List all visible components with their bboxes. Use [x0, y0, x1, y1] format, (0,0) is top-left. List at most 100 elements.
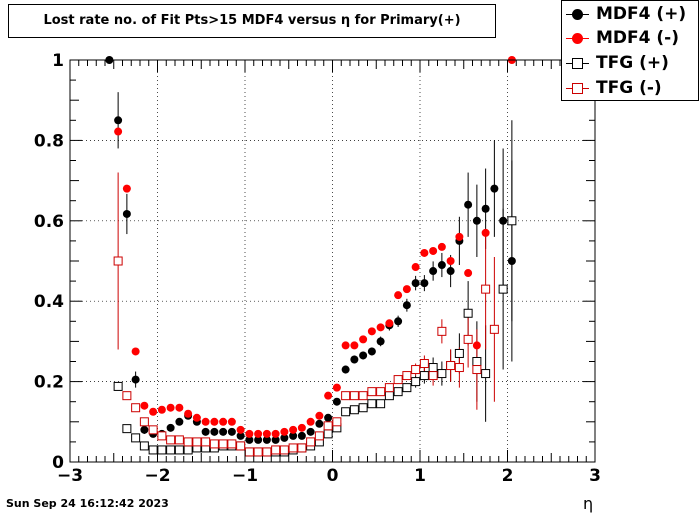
point-tfg [201, 437, 211, 447]
point-tfg [218, 439, 228, 449]
point-mdf4 [490, 184, 499, 193]
point-mdf4 [297, 423, 306, 432]
point-tfg [279, 445, 289, 455]
point-tfg [183, 437, 193, 447]
point-tfg [174, 435, 184, 445]
point-tfg [419, 371, 429, 381]
point-mdf4 [324, 413, 333, 422]
point-mdf4 [420, 248, 429, 257]
legend-item-mdf4-minus: MDF4 (-) [562, 26, 700, 51]
point-tfg [209, 439, 219, 449]
point-mdf4 [157, 405, 166, 414]
point-tfg [454, 348, 464, 358]
x-tick-label: 1 [414, 466, 426, 486]
grid-lines [70, 60, 595, 462]
point-tfg [113, 256, 123, 266]
y-tick-label: 0.4 [34, 292, 64, 312]
point-mdf4 [464, 269, 473, 278]
point-mdf4 [464, 200, 473, 209]
title-box: Lost rate no. of Fit Pts>15 MDF4 versus … [8, 4, 496, 38]
point-tfg [411, 365, 421, 375]
legend-item-tfg-plus: TFG (+) [562, 51, 700, 76]
point-mdf4 [149, 407, 158, 416]
point-mdf4 [245, 429, 254, 438]
legend: MDF4 (+) MDF4 (-) TFG (+) TFG (-) [561, 0, 699, 101]
point-tfg [402, 383, 412, 393]
point-mdf4 [166, 423, 175, 432]
timestamp: Sun Sep 24 16:12:42 2023 [6, 497, 169, 510]
point-tfg [507, 216, 517, 226]
point-tfg [122, 391, 132, 401]
legend-label-tfg-minus: TFG (-) [596, 78, 662, 98]
point-tfg [131, 403, 141, 413]
point-tfg [323, 429, 333, 439]
point-mdf4 [184, 409, 193, 418]
legend-item-mdf4-plus: MDF4 (+) [562, 2, 700, 27]
y-tick-label: 1 [52, 51, 64, 71]
point-mdf4 [315, 411, 324, 420]
y-tick-label: 0.6 [34, 212, 64, 232]
point-mdf4 [437, 261, 446, 270]
point-tfg [358, 391, 368, 401]
point-mdf4 [507, 257, 516, 265]
point-mdf4 [219, 427, 228, 436]
point-tfg [463, 308, 473, 318]
point-tfg [148, 445, 158, 455]
x-axis-label: η [583, 494, 594, 513]
legend-marker-tfg-minus [572, 83, 583, 94]
point-mdf4 [227, 417, 236, 426]
point-tfg [428, 363, 438, 373]
y-tick-label: 0 [52, 453, 64, 473]
point-mdf4 [499, 216, 508, 225]
point-mdf4 [446, 257, 455, 265]
point-mdf4 [254, 435, 263, 444]
point-mdf4 [367, 347, 376, 356]
point-mdf4 [280, 433, 289, 442]
point-tfg [349, 405, 359, 415]
point-tfg [332, 417, 342, 427]
point-tfg [498, 284, 508, 294]
legend-label-tfg-plus: TFG (+) [596, 53, 669, 73]
point-mdf4 [280, 427, 289, 436]
y-tick-label: 0.8 [34, 131, 64, 151]
point-tfg [157, 431, 167, 441]
legend-marker-tfg-plus [572, 58, 583, 69]
point-tfg [481, 284, 491, 294]
point-tfg [166, 445, 176, 455]
point-mdf4 [385, 319, 394, 328]
point-tfg [454, 363, 464, 373]
point-mdf4 [262, 435, 271, 444]
point-mdf4 [114, 116, 123, 125]
point-tfg [402, 371, 412, 381]
point-tfg [244, 447, 254, 457]
point-tfg [411, 377, 421, 387]
point-tfg [174, 445, 184, 455]
point-mdf4 [394, 317, 403, 326]
point-tfg [139, 441, 149, 451]
point-mdf4 [324, 391, 333, 400]
x-tick-label: 2 [502, 466, 514, 486]
point-mdf4 [192, 413, 201, 422]
x-tick-label: −1 [232, 466, 258, 486]
x-tick-label: −3 [57, 466, 83, 486]
point-mdf4 [350, 355, 359, 364]
point-tfg [341, 391, 351, 401]
point-mdf4 [341, 341, 350, 350]
point-mdf4 [236, 431, 245, 440]
x-tick-label: 0 [327, 466, 339, 486]
point-tfg [376, 399, 386, 409]
point-mdf4 [254, 429, 263, 438]
point-tfg [481, 369, 491, 379]
point-tfg [288, 443, 298, 453]
legend-marker-mdf4-minus [572, 33, 583, 44]
point-mdf4 [131, 347, 140, 356]
point-mdf4 [332, 397, 341, 406]
point-mdf4 [210, 427, 219, 436]
y-tick-label: 0.2 [34, 373, 64, 393]
point-mdf4 [219, 417, 228, 426]
data-points [105, 56, 517, 457]
point-tfg [122, 424, 132, 434]
point-mdf4 [236, 425, 245, 434]
point-tfg [314, 431, 324, 441]
point-mdf4 [332, 383, 341, 392]
